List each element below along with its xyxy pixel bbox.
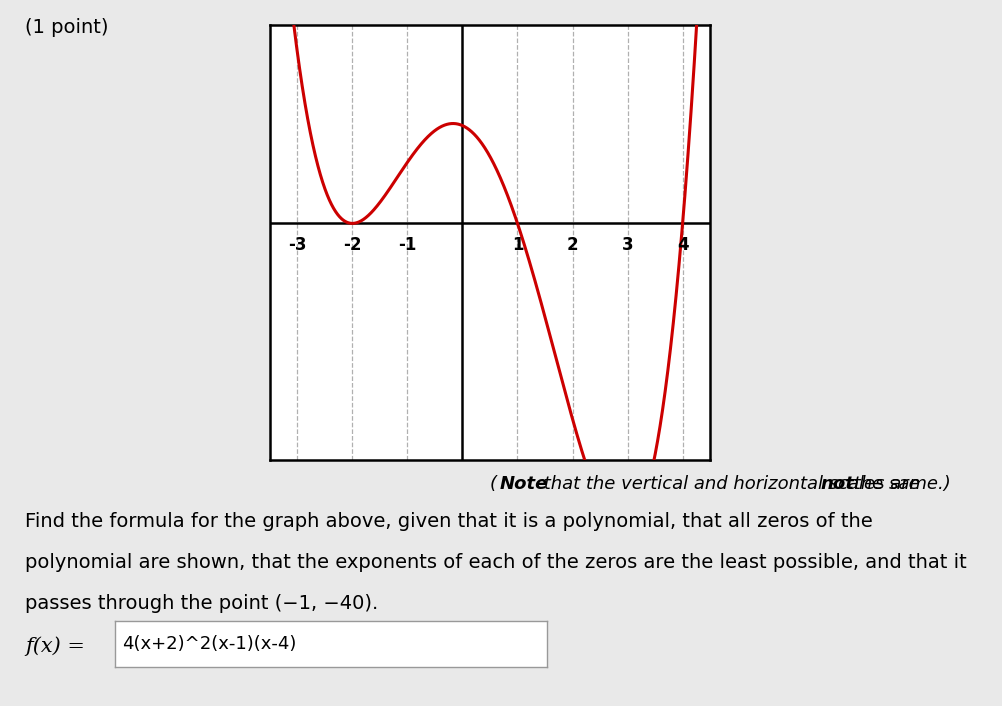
Text: 1: 1 [511,236,523,253]
Text: (: ( [489,474,496,493]
Text: -3: -3 [288,236,307,253]
Text: f(x) =: f(x) = [25,636,85,656]
Text: -2: -2 [343,236,362,253]
Text: 4: 4 [676,236,687,253]
Text: 4(x+2)^2(x-1)(x-4): 4(x+2)^2(x-1)(x-4) [121,635,296,653]
Text: that the vertical and horizontal scales are: that the vertical and horizontal scales … [537,474,924,493]
Text: (1 point): (1 point) [25,18,108,37]
Text: 3: 3 [621,236,632,253]
Text: not: not [820,474,854,493]
Text: Find the formula for the graph above, given that it is a polynomial, that all ze: Find the formula for the graph above, gi… [25,512,872,531]
Text: passes through the point (−1, −40).: passes through the point (−1, −40). [25,594,378,613]
Text: -1: -1 [398,236,416,253]
Text: 2: 2 [566,236,578,253]
Text: the same.): the same.) [847,474,949,493]
Text: Note: Note [499,474,547,493]
Text: polynomial are shown, that the exponents of each of the zeros are the least poss: polynomial are shown, that the exponents… [25,553,966,572]
